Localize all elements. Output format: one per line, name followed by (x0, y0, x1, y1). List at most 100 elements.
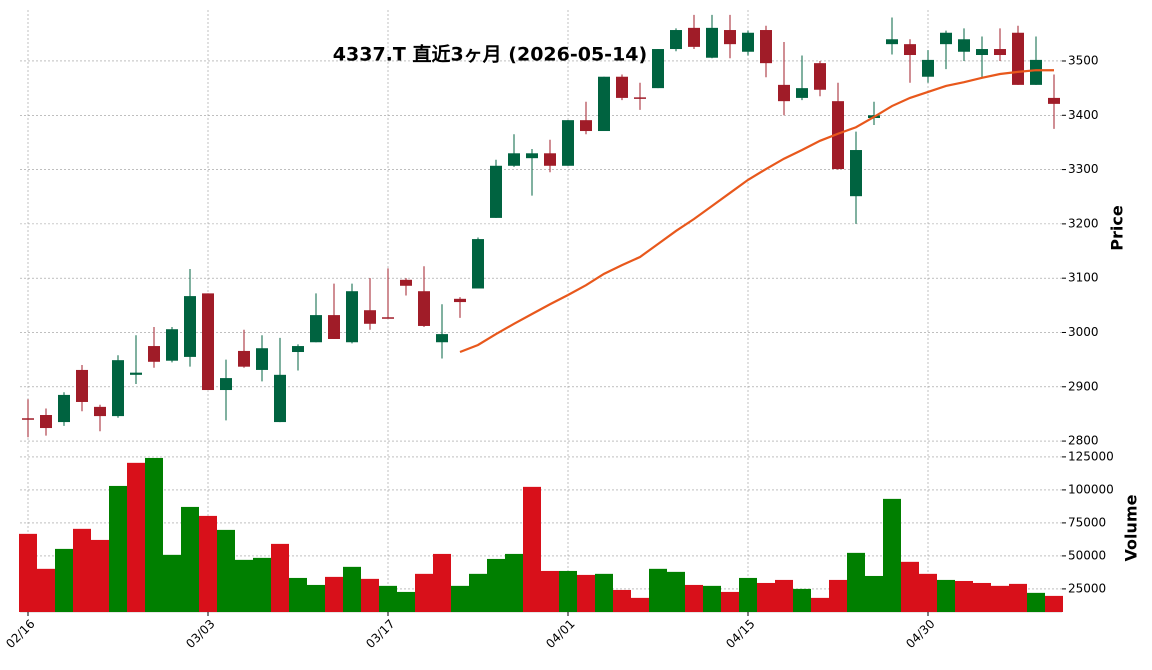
candle-body (724, 30, 736, 45)
volume-bar (433, 553, 451, 612)
candle-body (832, 101, 844, 170)
candle-body (382, 317, 394, 319)
y-tick-label: 3000 (1068, 325, 1099, 339)
volume-bar (163, 554, 181, 612)
volume-bar (19, 533, 37, 612)
volume-bar (559, 570, 577, 612)
candle-body (598, 76, 610, 132)
volume-bar (289, 577, 307, 612)
volume-bar (685, 584, 703, 612)
candle-body (1030, 59, 1042, 85)
y-tick-label: 3500 (1068, 53, 1099, 67)
volume-bar (955, 580, 973, 612)
candle-body (508, 153, 520, 166)
volume-bar (469, 573, 487, 612)
candle-body (94, 406, 106, 417)
volume-bar (703, 585, 721, 612)
volume-bar (487, 558, 505, 612)
candle-body (526, 153, 538, 159)
y-tick-label: 3400 (1068, 108, 1099, 122)
candle-body (256, 348, 268, 370)
x-tick-label: 03/03 (183, 617, 217, 651)
volume-bar (397, 591, 415, 612)
candle-body (490, 165, 502, 218)
volume-bar (379, 585, 397, 612)
volume-bar (577, 574, 595, 612)
candle-body (274, 374, 286, 423)
volume-bar (721, 591, 739, 612)
volume-bar (775, 579, 793, 612)
candle-body (328, 315, 340, 339)
candle-body (1012, 32, 1024, 85)
candle-body (112, 360, 124, 417)
volume-bar (55, 548, 73, 612)
candle-body (886, 39, 898, 45)
volume-bar (1045, 595, 1063, 612)
volume-bar (361, 578, 379, 612)
volume-bar (793, 588, 811, 612)
volume-bar (811, 597, 829, 612)
volume-bar (271, 543, 289, 612)
volume-bar (253, 557, 271, 612)
candle-body (202, 293, 214, 391)
y-tick-label: 100000 (1068, 482, 1114, 496)
candle-body (400, 279, 412, 286)
y-tick-label: 75000 (1068, 515, 1106, 529)
x-tick-label: 02/16 (3, 617, 37, 651)
volume-bar (631, 597, 649, 612)
volume-bar (919, 573, 937, 612)
volume-bar (901, 561, 919, 612)
candle-body (922, 59, 934, 77)
candle-body (40, 415, 52, 429)
candle-body (562, 120, 574, 166)
candle-body (958, 39, 970, 52)
volume-bar (649, 568, 667, 612)
candle-body (742, 32, 754, 52)
candle-body (346, 291, 358, 343)
candle-body (670, 30, 682, 50)
volume-bar (73, 528, 91, 612)
candle-body (688, 27, 700, 47)
candle-body (76, 369, 88, 402)
candle-body (238, 350, 250, 367)
y-tick-label: 2800 (1068, 434, 1099, 448)
volume-bar (1009, 583, 1027, 612)
volume-bar (307, 584, 325, 612)
candle-body (616, 76, 628, 98)
candle-body (292, 346, 304, 353)
candle-body (940, 32, 952, 45)
y-tick-label: 125000 (1068, 449, 1114, 463)
volume-bar (829, 579, 847, 612)
y-axis-label: Price (1108, 205, 1127, 251)
volume-bar (667, 571, 685, 612)
y-tick-label: 3100 (1068, 271, 1099, 285)
candle-body (22, 418, 34, 420)
candle-body (796, 88, 808, 98)
volume-bar (37, 568, 55, 612)
volume-bar (973, 582, 991, 612)
y-tick-label: 2900 (1068, 379, 1099, 393)
volume-bar (199, 515, 217, 612)
x-tick-label: 04/01 (543, 617, 577, 651)
y-tick-label: 3300 (1068, 162, 1099, 176)
candle-body (652, 49, 664, 89)
volume-bar (865, 575, 883, 612)
x-tick-label: 04/30 (903, 617, 937, 651)
candle-body (760, 30, 772, 64)
candle-body (778, 84, 790, 102)
x-tick-label: 04/15 (723, 617, 757, 651)
candle-body (364, 310, 376, 324)
candle-body (472, 239, 484, 289)
volume-bar (991, 585, 1009, 612)
candle-body (1048, 97, 1060, 104)
volume-bar (505, 553, 523, 612)
candle-body (58, 394, 70, 423)
volume-bar (937, 579, 955, 612)
volume-bar (415, 573, 433, 612)
volume-bar (109, 485, 127, 612)
volume-bar (145, 457, 163, 612)
volume-bar (451, 585, 469, 612)
moving-average-line (459, 69, 1054, 354)
candle-body (130, 372, 142, 375)
candle-body (184, 296, 196, 357)
